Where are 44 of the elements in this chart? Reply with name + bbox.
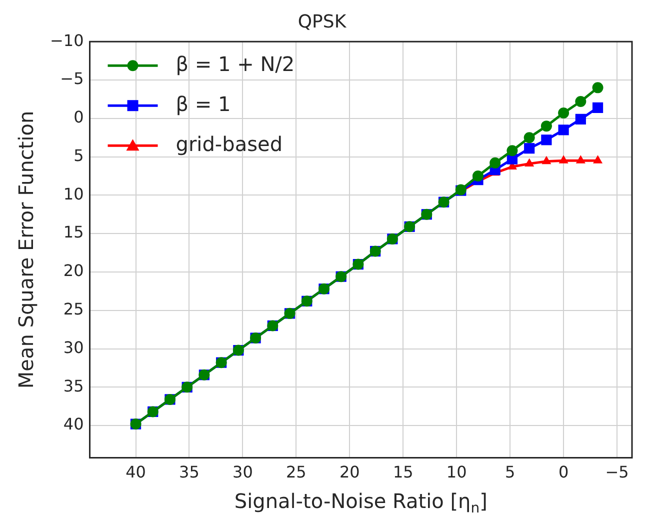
point	[506, 145, 518, 156]
y-tick-label: 30	[63, 338, 84, 357]
x-tick-label: 40	[126, 462, 146, 482]
point	[524, 132, 535, 144]
point	[592, 82, 604, 94]
point	[490, 157, 501, 168]
y-axis-title: Mean Square Error Function	[14, 110, 38, 389]
point	[542, 156, 552, 164]
x-tick-label: 30	[232, 462, 253, 482]
x-tick-label: 5	[504, 462, 516, 482]
y-tick-label: 25	[63, 300, 84, 319]
chart-title: QPSK	[298, 11, 348, 32]
point	[575, 96, 586, 107]
point	[541, 134, 552, 146]
y-tick-label: 20	[63, 261, 84, 280]
y-tick-label: 5	[74, 146, 84, 165]
y-tick-label: 15	[63, 222, 84, 242]
x-tick-label: 25	[286, 462, 306, 482]
x-tick-label: −5	[605, 462, 629, 482]
y-tick-label: 35	[63, 376, 84, 396]
legend-label: β = 1 + N/2	[176, 52, 295, 76]
point	[558, 108, 570, 119]
y-tick-label: −5	[60, 69, 84, 88]
y-tick-label: 0	[74, 108, 84, 127]
point	[592, 102, 604, 113]
x-tick-label: 0	[558, 462, 569, 482]
legend-label: β = 1	[176, 92, 231, 116]
point	[593, 155, 603, 164]
x-tick-label: 20	[339, 462, 360, 482]
point	[540, 120, 552, 132]
point	[524, 143, 535, 154]
y-tick-label: −10	[50, 30, 84, 50]
x-tick-label: 15	[392, 462, 414, 482]
x-tick-label: 10	[446, 462, 467, 482]
point	[558, 124, 569, 136]
point	[576, 155, 586, 164]
point	[575, 114, 586, 124]
legend-label: grid-based	[176, 132, 283, 156]
y-tick-label: 40	[63, 414, 84, 434]
y-tick-label: 10	[63, 184, 84, 204]
point	[472, 170, 484, 182]
point	[558, 155, 568, 164]
x-tick-label: 35	[179, 462, 200, 482]
point	[524, 158, 534, 166]
